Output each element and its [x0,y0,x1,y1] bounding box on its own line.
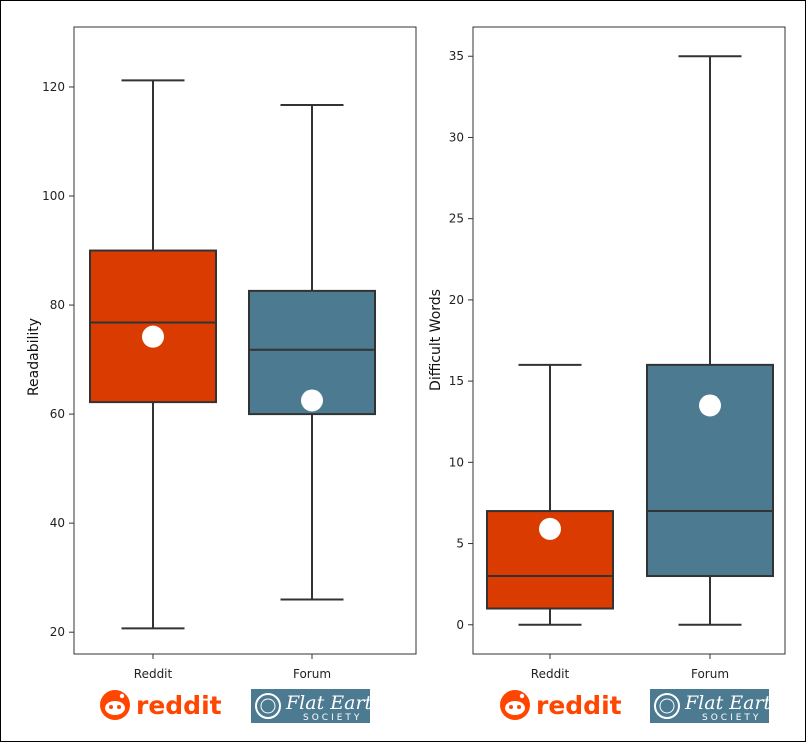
y-tick-label: 100 [42,189,65,203]
reddit-logo-text-2: reddit [536,691,622,720]
y-tick-label: 80 [50,298,65,312]
x-tick-label: Forum [691,667,729,681]
y-tick-label: 60 [50,407,65,421]
x-tick-label: Reddit [134,667,173,681]
mean-marker [539,518,561,540]
y-tick-label: 20 [50,625,65,639]
x-ticks-readability: Reddit Forum [134,654,331,681]
flat-earth-logo-text: Flat Earth [285,692,384,714]
x-tick-label: Reddit [531,667,570,681]
reddit-logo-text: reddit [136,691,222,720]
mean-marker [301,389,323,411]
x-ticks-difficult-words: Reddit Forum [531,654,729,681]
mean-marker [699,394,721,416]
flat-earth-society-logo: Flat Earth SOCIETY [251,689,384,723]
reddit-logo: reddit [100,690,222,720]
flat-earth-logo-subtext: SOCIETY [303,713,362,723]
y-tick-label: 35 [449,49,464,63]
y-axis-label-readability: Readability [26,318,42,396]
y-tick-label: 15 [449,374,464,388]
boxes-readability [90,80,375,628]
flat-earth-society-logo-2: Flat Earth SOCIETY [650,689,783,723]
reddit-logo-2: reddit [500,690,622,720]
boxes-difficult-words [487,56,773,625]
y-tick-label: 30 [449,130,464,144]
x-tick-label: Forum [293,667,331,681]
y-ticks-difficult-words: 0 5 10 15 20 25 30 35 [449,49,473,632]
difficult-words-panel: 0 5 10 15 20 25 30 35 Reddit Forum Difficult Wor… [428,27,785,681]
y-tick-label: 0 [456,618,464,632]
mean-marker [142,326,164,348]
flat-earth-logo-text-2: Flat Earth [684,692,783,714]
readability-panel: 20 40 60 80 100 120 Reddit Forum Readability [26,27,416,681]
y-tick-label: 20 [449,293,464,307]
y-tick-label: 10 [449,455,464,469]
y-tick-label: 120 [42,80,65,94]
y-axis-label-difficult-words: Difficult Words [428,289,444,391]
y-tick-label: 5 [456,537,464,551]
y-tick-label: 25 [449,212,464,226]
y-tick-label: 40 [50,516,65,530]
y-ticks-readability: 20 40 60 80 100 120 [42,80,74,639]
flat-earth-logo-subtext-2: SOCIETY [702,713,761,723]
